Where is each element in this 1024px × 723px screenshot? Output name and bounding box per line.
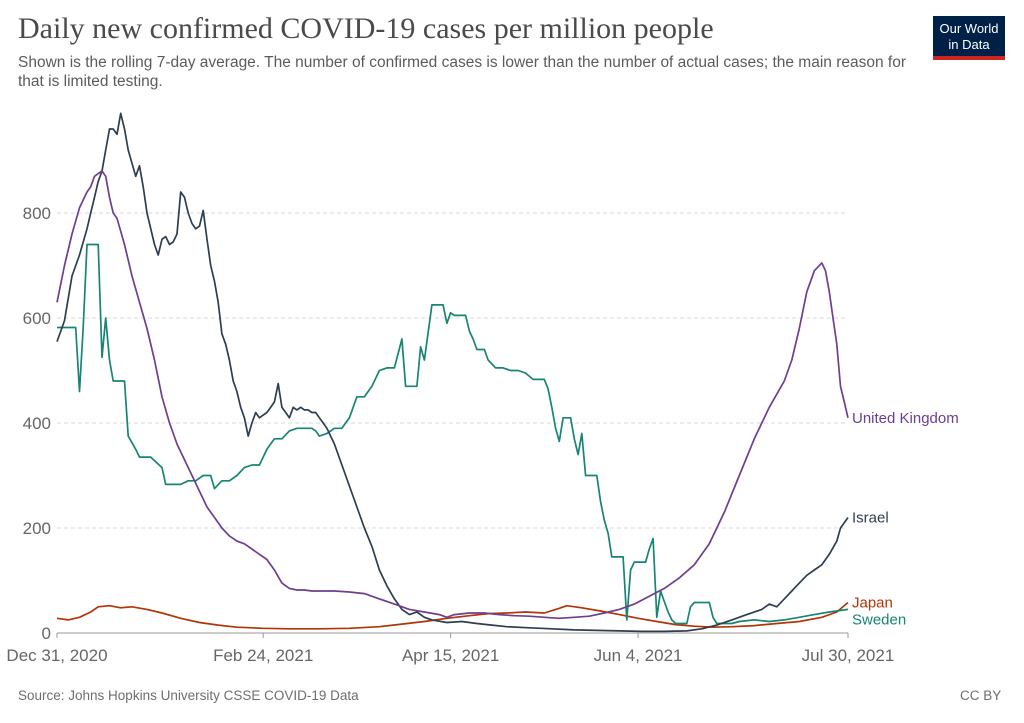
y-tick-label-800: 800 (23, 204, 51, 223)
x-tick-label-3: Jun 4, 2021 (594, 646, 683, 665)
x-tick-label-0: Dec 31, 2020 (6, 646, 107, 665)
logo-line-1: Our World (939, 21, 999, 36)
series-label-united-kingdom[interactable]: United Kingdom (852, 410, 959, 427)
x-tick-label-4: Jul 30, 2021 (802, 646, 895, 665)
logo-line-2: in Data (948, 37, 990, 52)
x-tick-label-1: Feb 24, 2021 (213, 646, 313, 665)
owid-logo[interactable]: Our World in Data (933, 16, 1005, 60)
x-tick-label-2: Apr 15, 2021 (402, 646, 499, 665)
chart-title: Daily new confirmed COVID-19 cases per m… (18, 12, 714, 45)
series-lines[interactable] (56, 112, 849, 633)
chart-subtitle: Shown is the rolling 7-day average. The … (18, 54, 906, 90)
y-tick-label-600: 600 (23, 309, 51, 328)
series-line-sweden[interactable] (57, 243, 849, 625)
y-tick-label-0: 0 (42, 624, 51, 643)
axes: 0 200 400 600 800 Dec 31, 2020 Feb 24, 2021 Apr… (6, 204, 894, 665)
series-line-israel[interactable] (56, 112, 849, 633)
license-link[interactable]: CC BY (960, 688, 1002, 703)
series-line-united-kingdom[interactable] (56, 170, 849, 620)
series-label-israel[interactable]: Israel (852, 510, 889, 527)
gridlines (57, 212, 848, 529)
series-label-sweden[interactable]: Sweden (852, 612, 906, 629)
y-tick-label-200: 200 (23, 519, 51, 538)
source-note: Source: Johns Hopkins University CSSE CO… (18, 688, 359, 703)
series-label-japan[interactable]: Japan (852, 595, 893, 612)
y-tick-label-400: 400 (23, 414, 51, 433)
